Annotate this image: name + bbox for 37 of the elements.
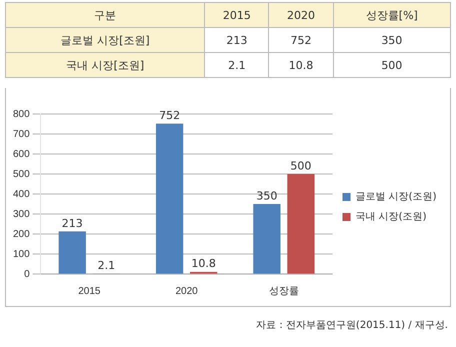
- data-label: 752: [268, 28, 334, 52]
- data-label: 213: [204, 28, 269, 52]
- x-tick-label: 2020: [175, 286, 198, 297]
- bar: [58, 231, 86, 274]
- y-tick-label: 200: [12, 228, 30, 240]
- data-label: 10.8: [191, 257, 216, 270]
- y-tick-label: 500: [12, 168, 30, 180]
- category-label: 성장률[%]: [333, 2, 450, 28]
- legend-title: 구분: [6, 2, 205, 28]
- x-tick-label: 2015: [78, 286, 101, 297]
- y-tick-label: 0: [24, 268, 30, 280]
- x-tick-label: 성장률: [268, 286, 299, 297]
- data-label: 2.1: [98, 258, 116, 272]
- data-label: 752: [159, 108, 180, 122]
- category-label: 2015: [204, 2, 269, 28]
- bar: [253, 204, 280, 274]
- data-label: 350: [333, 28, 450, 52]
- legend-label: 국내 시장(조원): [356, 212, 427, 223]
- data-label: 350: [256, 189, 278, 202]
- y-tick-label: 400: [12, 188, 30, 200]
- y-tick-label: 600: [12, 148, 30, 160]
- data-label: 10.8: [268, 52, 334, 78]
- legend-label: 글로벌 시장(조원): [356, 192, 437, 203]
- data-label: 500: [333, 52, 450, 78]
- data-label: 2.1: [204, 52, 269, 78]
- data-label: 213: [62, 216, 83, 230]
- category-label: 2020: [268, 2, 334, 28]
- y-tick-label: 800: [12, 108, 30, 120]
- bar: [287, 174, 315, 274]
- bar: [156, 124, 184, 274]
- text: 글로벌 시장[조원]: [6, 28, 205, 52]
- y-tick-label: 300: [12, 208, 30, 220]
- y-tick-label: 700: [12, 128, 30, 140]
- text: 자료 : 전자부품연구원(2015.11) / 재구성.: [256, 319, 448, 332]
- data-label: 500: [290, 159, 312, 172]
- text: 국내 시장[조원]: [6, 52, 205, 78]
- y-tick-label: 100: [12, 248, 30, 260]
